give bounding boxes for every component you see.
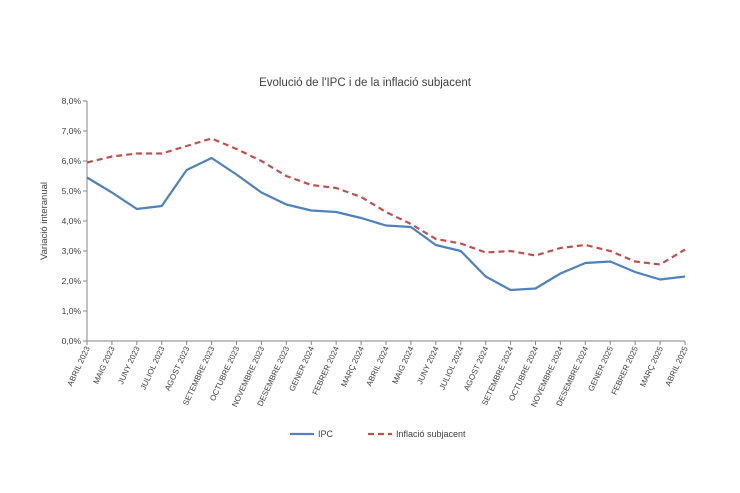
x-tick-label: MAIG 2024	[390, 345, 415, 386]
series-line-inflacio-subjacent	[86, 137, 686, 266]
x-tick-label: ABRIL 2023	[66, 345, 92, 388]
x-tick-label: ABRIL 2025	[664, 345, 690, 388]
y-tick-label: 2,0%	[62, 276, 82, 286]
x-tick-label: AGOST 2023	[163, 345, 192, 393]
legend-label: IPC	[318, 429, 334, 439]
y-tick-label: 6,0%	[62, 156, 82, 166]
y-tick-label: 4,0%	[62, 216, 82, 226]
x-tick-label: ABRIL 2024	[365, 345, 391, 388]
y-tick-label: 1,0%	[62, 306, 82, 316]
x-tick-label: MARÇ 2024	[339, 345, 366, 389]
series-line-ipc	[86, 156, 686, 292]
x-tick-label: MAIG 2023	[91, 345, 116, 386]
y-tick-label: 7,0%	[62, 126, 82, 136]
x-tick-label: GENER 2024	[287, 345, 316, 393]
legend-label: Inflació subjacent	[396, 429, 466, 439]
x-tick-label: MARÇ 2025	[638, 345, 665, 389]
chart-title: Evolució de l'IPC i de la inflació subja…	[259, 77, 472, 89]
x-tick-label: JUNY 2024	[415, 345, 441, 386]
x-tick-label: JULIOL 2024	[438, 345, 466, 392]
y-tick-label: 0,0%	[62, 336, 82, 346]
y-axis-label: Variació interanual	[39, 182, 50, 260]
x-tick-label: AGOST 2024	[462, 345, 491, 393]
x-tick-label: JUNY 2023	[116, 345, 142, 386]
y-tick-label: 3,0%	[62, 246, 82, 256]
x-tick-label: GENER 2025	[586, 345, 615, 393]
y-tick-label: 5,0%	[62, 186, 82, 196]
x-tick-label: FEBRER 2024	[311, 345, 342, 397]
y-tick-label: 8,0%	[62, 96, 82, 106]
x-tick-label: FEBRER 2025	[610, 345, 641, 397]
x-tick-label: JULIOL 2023	[139, 345, 167, 392]
